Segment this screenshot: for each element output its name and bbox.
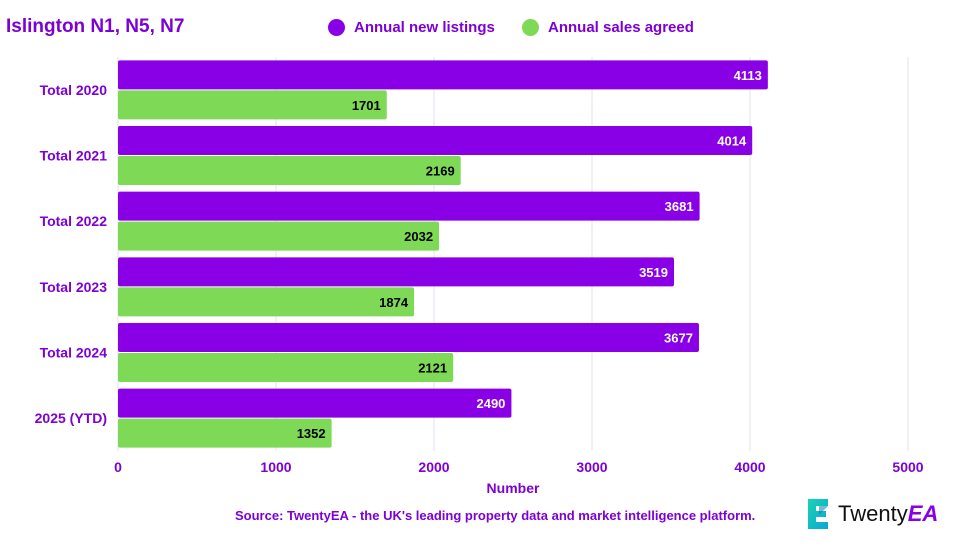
legend-item-new-listings: Annual new listings [328, 19, 495, 36]
bar [118, 221, 440, 251]
bar-value-label: 3677 [664, 331, 693, 346]
bar [118, 388, 512, 418]
y-tick-label: Total 2024 [40, 345, 108, 361]
bar-value-label: 3681 [665, 199, 694, 214]
legend-swatch-sales-agreed [522, 19, 539, 36]
twentyea-logo: TwentyEA [806, 497, 938, 531]
legend-item-sales-agreed: Annual sales agreed [522, 19, 694, 36]
chart-title: Islington N1, N5, N7 [6, 16, 185, 37]
bar-value-label: 2032 [404, 229, 433, 244]
legend-label-sales-agreed: Annual sales agreed [548, 19, 694, 36]
twentyea-logo-icon [808, 499, 828, 529]
x-axis-label: Number [487, 480, 540, 496]
legend-swatch-new-listings [328, 19, 345, 36]
y-tick-label: Total 2023 [40, 279, 108, 295]
logo-text-suffix: EA [907, 501, 939, 526]
bar [118, 287, 415, 317]
bar-value-label: 2121 [418, 361, 447, 376]
logo-text-prefix: Twenty [838, 501, 908, 526]
x-tick-label: 0 [114, 459, 122, 475]
y-tick-label: Total 2021 [40, 148, 108, 164]
bar [118, 353, 454, 382]
legend-label-new-listings: Annual new listings [354, 19, 495, 36]
x-tick-label: 5000 [892, 459, 923, 475]
twentyea-logo-text: TwentyEA [838, 501, 938, 527]
bar [118, 90, 387, 120]
bar [118, 126, 753, 155]
y-tick-label: Total 2020 [40, 82, 108, 98]
bar-value-label: 1874 [379, 295, 409, 310]
bar-value-label: 4014 [717, 134, 747, 149]
x-tick-label: 4000 [734, 459, 765, 475]
bar-value-label: 2490 [476, 396, 505, 411]
bar [118, 156, 461, 185]
bar [118, 257, 675, 287]
bar-value-label: 4113 [734, 68, 762, 83]
y-tick-label: 2025 (YTD) [35, 410, 107, 426]
y-tick-label: Total 2022 [40, 213, 108, 229]
x-tick-label: 1000 [260, 459, 291, 475]
bar [118, 191, 700, 221]
bar [118, 418, 332, 448]
source-note: Source: TwentyEA - the UK's leading prop… [235, 508, 756, 523]
x-tick-label: 2000 [418, 459, 449, 475]
bar-value-label: 1701 [352, 98, 381, 113]
bar-value-label: 2169 [426, 164, 455, 179]
bar-value-label: 3519 [639, 265, 668, 280]
bar [118, 323, 699, 352]
bar-value-label: 1352 [297, 426, 326, 441]
bar [118, 60, 768, 90]
x-tick-label: 3000 [576, 459, 607, 475]
